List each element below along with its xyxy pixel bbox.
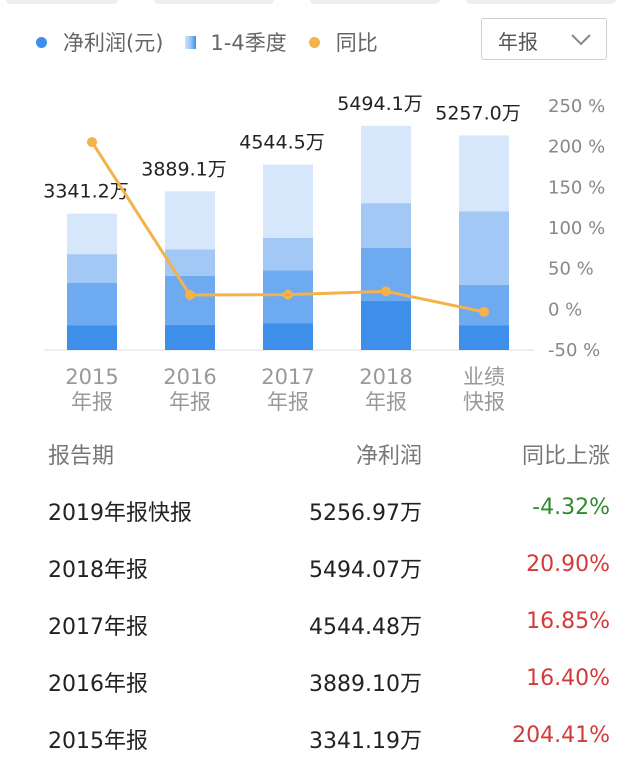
legend-quarters[interactable]: 1-4季度 <box>185 27 287 57</box>
top-tab-strip <box>0 0 640 6</box>
x-tick-label: 快报 <box>463 390 505 414</box>
y-tick-label: -50 % <box>548 340 600 361</box>
bar-value-label: 3889.1万 <box>141 158 226 180</box>
yoy-point <box>283 289 293 300</box>
table-row[interactable]: 2015年报 3341.19万 204.41% <box>0 717 640 757</box>
legend-net-profit[interactable]: 净利润(元) <box>36 27 163 57</box>
row-profit: 5494.07万 <box>309 558 422 583</box>
row-yoy: 16.85% <box>526 609 610 634</box>
x-tick-label: 业绩 <box>463 365 505 389</box>
row-yoy: 20.90% <box>526 552 610 577</box>
bar-value-label: 5257.0万 <box>435 103 520 125</box>
chevron-down-icon <box>571 34 591 46</box>
bar-segment-q2 <box>459 284 509 326</box>
yoy-point <box>185 289 195 300</box>
bar-value-label: 4544.5万 <box>239 132 324 154</box>
legend-quarters-label: 1-4季度 <box>210 31 287 55</box>
bar-segment-q2 <box>67 282 117 326</box>
legend-net-profit-label: 净利润(元) <box>63 31 164 55</box>
bar-segment-q2 <box>165 275 215 325</box>
row-period: 2015年报 <box>48 729 148 754</box>
legend-yoy-label: 同比 <box>335 31 378 55</box>
bar-segment-q4 <box>67 213 117 255</box>
row-yoy: 16.40% <box>526 666 610 691</box>
gradient-square-icon <box>185 35 197 49</box>
row-yoy: -4.32% <box>532 495 610 520</box>
row-profit: 3889.10万 <box>309 672 422 697</box>
bar-segment-q3 <box>67 254 117 283</box>
row-profit: 4544.48万 <box>309 615 422 640</box>
net-profit-chart: 3341.2万 3889.1万 4544.5万 5494.1万 5257.0万 250 %… <box>43 93 605 414</box>
y-tick-label: 50 % <box>548 259 594 280</box>
y-tick-label: 150 % <box>548 177 605 198</box>
row-profit: 5256.97万 <box>309 501 422 526</box>
row-period: 2019年报快报 <box>48 501 192 526</box>
bar-segment-q1 <box>263 323 313 350</box>
row-period: 2018年报 <box>48 558 148 583</box>
x-tick-label: 年报 <box>169 390 211 414</box>
period-select[interactable]: 年报 <box>481 18 607 60</box>
table-row[interactable]: 2017年报 4544.48万 16.85% <box>0 603 640 643</box>
row-period: 2016年报 <box>48 672 148 697</box>
bar-segment-q3 <box>263 237 313 271</box>
row-period: 2017年报 <box>48 615 148 640</box>
yoy-point <box>381 286 391 297</box>
y-tick-label: 250 % <box>548 96 605 117</box>
header-profit: 净利润 <box>355 444 422 469</box>
y-tick-label: 0 % <box>548 299 582 320</box>
y-tick-label: 200 % <box>548 137 605 158</box>
dot-icon <box>308 36 320 48</box>
bar-segment-q1 <box>361 301 411 350</box>
row-yoy: 204.41% <box>512 723 610 748</box>
bar-segment-q4 <box>459 135 509 212</box>
chart-legend: 净利润(元) 1-4季度 同比 <box>36 28 400 56</box>
bar-value-label: 5494.1万 <box>337 93 422 115</box>
y-tick-label: 100 % <box>548 218 605 239</box>
bar-segment-q1 <box>165 324 215 350</box>
bar-segment-q4 <box>165 191 215 250</box>
period-select-value: 年报 <box>498 30 538 54</box>
x-tick-label: 2017 <box>261 365 314 389</box>
table-row[interactable]: 2019年报快报 5256.97万 -4.32% <box>0 489 640 529</box>
bar-value-label: 3341.2万 <box>43 181 128 203</box>
legend-yoy[interactable]: 同比 <box>308 27 378 57</box>
yoy-point <box>87 137 97 148</box>
bar-segment-q3 <box>361 203 411 248</box>
bar-segment-q3 <box>165 249 215 276</box>
bar-segment-q1 <box>459 325 509 350</box>
x-tick-label: 2018 <box>359 365 412 389</box>
x-tick-label: 2015 <box>65 365 118 389</box>
bar-segment-q1 <box>67 325 117 350</box>
bar-segment-q4 <box>263 164 313 238</box>
x-tick-label: 年报 <box>365 390 407 414</box>
bar-segment-q4 <box>361 125 411 204</box>
table-row[interactable]: 2018年报 5494.07万 20.90% <box>0 546 640 586</box>
row-profit: 3341.19万 <box>309 729 422 754</box>
x-tick-label: 年报 <box>267 390 309 414</box>
table-header: 报告期 净利润 同比上涨 <box>0 432 640 472</box>
header-period: 报告期 <box>48 444 115 469</box>
x-tick-label: 年报 <box>71 390 113 414</box>
table-row[interactable]: 2016年报 3889.10万 16.40% <box>0 660 640 700</box>
header-yoy: 同比上涨 <box>521 444 610 469</box>
x-tick-label: 2016 <box>163 365 216 389</box>
yoy-point <box>479 306 489 317</box>
bar-segment-q3 <box>459 211 509 285</box>
dot-icon <box>36 36 47 48</box>
